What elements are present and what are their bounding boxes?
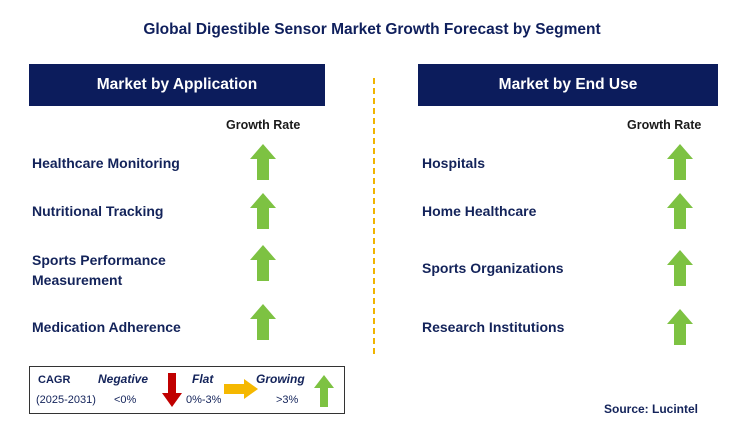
legend-growing-label: Growing (256, 372, 305, 386)
cagr-legend: CAGR (2025-2031) Negative <0% Flat 0%-3%… (29, 366, 345, 414)
end-use-segment-label: Home Healthcare (422, 203, 537, 219)
end-use-segment-label: Research Institutions (422, 319, 565, 335)
application-growth-rate-label: Growth Rate (226, 118, 301, 132)
growing-arrow-icon (314, 375, 334, 407)
growing-arrow-icon (667, 193, 693, 229)
growing-arrow-icon (250, 144, 276, 180)
growing-arrow-icon (250, 245, 276, 281)
legend-flat-range: 0%-3% (186, 394, 222, 406)
end-use-panel-header: Market by End Use (418, 64, 718, 106)
source-note: Source: Lucintel (604, 402, 699, 416)
legend-period: (2025-2031) (36, 394, 96, 406)
end-use-segment-label: Sports Organizations (422, 260, 564, 276)
growing-arrow-icon (667, 250, 693, 286)
growing-arrow-icon (250, 304, 276, 340)
application-segment-label: Sports Performance Measurement (32, 252, 166, 288)
growing-arrow-icon (667, 309, 693, 345)
legend-negative-range: <0% (114, 394, 137, 406)
end-use-segment-label: Hospitals (422, 155, 486, 171)
diagram-title: Global Digestible Sensor Market Growth F… (143, 21, 601, 38)
flat-arrow-icon (224, 379, 258, 399)
panel-divider (373, 78, 375, 354)
application-segment-label: Healthcare Monitoring (32, 155, 180, 171)
application-panel-header: Market by Application (29, 64, 325, 106)
application-segment-label: Nutritional Tracking (32, 203, 164, 219)
application-segment-label: Medication Adherence (32, 319, 181, 335)
legend-negative-label: Negative (98, 372, 149, 386)
growing-arrow-icon (250, 193, 276, 229)
growing-arrow-icon (667, 144, 693, 180)
legend-flat-label: Flat (192, 372, 214, 386)
legend-growing-range: >3% (276, 394, 299, 406)
negative-arrow-icon (162, 373, 182, 407)
end-use-growth-rate-label: Growth Rate (627, 118, 702, 132)
legend-cagr-label: CAGR (38, 374, 71, 386)
